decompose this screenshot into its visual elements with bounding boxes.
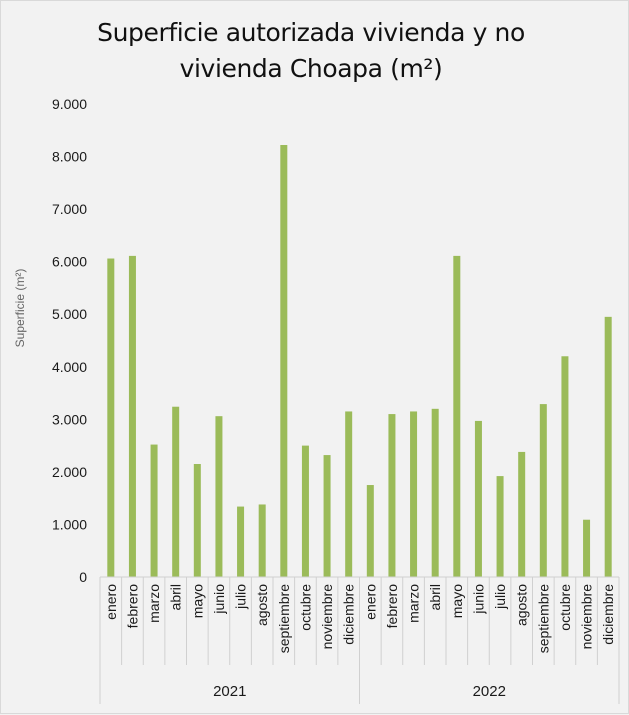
- x-tick-label: enero: [362, 584, 378, 620]
- x-tick-label: agosto: [254, 584, 270, 626]
- bar: [237, 506, 245, 577]
- x-tick-label: mayo: [449, 584, 465, 618]
- bar: [474, 420, 482, 577]
- x-tick-label: julio: [492, 584, 508, 610]
- x-tick-label: junio: [211, 584, 227, 615]
- y-tick-label: 6.000: [52, 254, 87, 270]
- y-tick-label: 4.000: [52, 359, 87, 375]
- bar: [193, 464, 201, 577]
- bar: [496, 476, 504, 577]
- bar: [561, 356, 569, 577]
- bar: [345, 411, 353, 577]
- y-tick-label: 1.000: [52, 516, 87, 532]
- x-tick-label: diciembre: [341, 584, 357, 645]
- x-tick-label: marzo: [146, 584, 162, 623]
- bar: [431, 408, 439, 577]
- bar: [172, 406, 180, 577]
- bar: [128, 255, 136, 577]
- bar: [150, 444, 158, 577]
- x-tick-label: septiembre: [276, 584, 292, 653]
- bar: [388, 414, 396, 577]
- bar: [539, 404, 547, 577]
- y-tick-label: 7.000: [52, 201, 87, 217]
- x-tick-label: diciembre: [600, 584, 616, 645]
- chart-title: Superficie autorizada vivienda y no vivi…: [61, 15, 561, 87]
- bar: [583, 519, 591, 577]
- x-tick-label: febrero: [124, 584, 140, 629]
- bar: [604, 316, 612, 577]
- x-tick-label: noviembre: [319, 584, 335, 650]
- x-tick-label: noviembre: [579, 584, 595, 650]
- group-label: 2022: [473, 683, 506, 700]
- group-label: 2021: [213, 683, 246, 700]
- bar: [258, 504, 266, 577]
- y-tick-label: 3.000: [52, 411, 87, 427]
- y-tick-label: 5.000: [52, 306, 87, 322]
- x-tick-label: marzo: [406, 584, 422, 623]
- y-tick-label: 2.000: [52, 464, 87, 480]
- y-tick-label: 8.000: [52, 149, 87, 165]
- y-tick-label: 9.000: [52, 96, 87, 112]
- bar: [301, 445, 309, 577]
- x-tick-label: febrero: [384, 584, 400, 629]
- bar: [410, 411, 418, 577]
- y-tick-label: 0: [79, 569, 87, 585]
- x-tick-label: octubre: [297, 584, 313, 631]
- x-tick-label: abril: [168, 584, 184, 610]
- bar: [453, 255, 461, 577]
- bar: [215, 416, 223, 577]
- bar: [107, 258, 115, 577]
- x-tick-label: abril: [427, 584, 443, 610]
- x-tick-label: enero: [103, 584, 119, 620]
- x-tick-label: octubre: [557, 584, 573, 631]
- x-tick-label: septiembre: [535, 584, 551, 653]
- bar: [280, 144, 288, 577]
- x-tick-label: junio: [470, 584, 486, 615]
- x-tick-label: julio: [233, 584, 249, 610]
- bar: [366, 485, 374, 577]
- chart-title-line-2: vivienda Choapa (m²): [179, 54, 443, 83]
- bar: [323, 455, 331, 577]
- chart-title-line-1: Superficie autorizada vivienda y no: [97, 18, 525, 47]
- x-tick-label: mayo: [189, 584, 205, 618]
- bar: [518, 451, 526, 577]
- x-tick-label: agosto: [514, 584, 530, 626]
